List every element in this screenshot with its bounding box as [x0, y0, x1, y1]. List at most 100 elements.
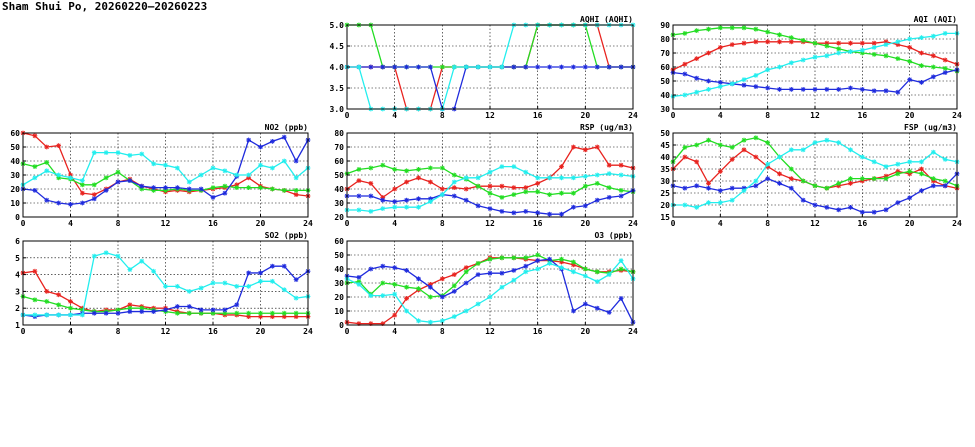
data-point [942, 70, 948, 75]
data-point [824, 185, 830, 191]
x-tick-label: 0 [21, 219, 26, 228]
data-point [56, 292, 62, 298]
y-tick-label: 0 [339, 321, 344, 330]
data-point [777, 32, 782, 38]
data-point [258, 162, 263, 168]
x-tick-label: 12 [810, 111, 820, 120]
data-point [741, 137, 747, 143]
y-tick-label: 35 [660, 165, 670, 174]
data-point [380, 197, 386, 203]
y-tick-label: 60 [660, 63, 670, 72]
data-point [547, 261, 552, 266]
data-point [871, 209, 877, 215]
y-tick-label: 40 [10, 157, 20, 166]
data-point [103, 310, 109, 316]
data-point [753, 135, 759, 141]
data-point [694, 89, 700, 95]
y-tick-label: 30 [334, 199, 344, 208]
data-point [222, 183, 228, 189]
data-point [930, 33, 936, 39]
data-point [765, 140, 771, 145]
data-point [824, 205, 830, 210]
data-point [895, 56, 901, 61]
x-tick-label: 24 [628, 219, 638, 228]
data-point [174, 304, 180, 309]
data-point [836, 46, 842, 52]
data-point [163, 307, 168, 313]
data-point [44, 299, 50, 304]
y-tick-label: 40 [660, 91, 670, 100]
data-point [930, 74, 936, 80]
data-point [582, 183, 588, 189]
data-point [729, 145, 735, 150]
data-point [523, 64, 529, 70]
data-point [404, 64, 409, 70]
data-point [115, 307, 121, 313]
data-point [859, 176, 865, 181]
data-point [368, 165, 374, 171]
data-point [729, 25, 735, 31]
x-tick-label: 0 [345, 219, 350, 228]
y-tick-label: 50 [660, 129, 670, 138]
y-tick-label: 50 [334, 171, 344, 180]
data-point [777, 181, 782, 186]
data-point [293, 314, 299, 319]
data-point [79, 190, 85, 196]
data-point [919, 171, 924, 177]
y-tick-label: 2 [15, 304, 20, 313]
data-point [871, 159, 877, 165]
data-point [404, 284, 409, 290]
data-point [416, 204, 421, 210]
rsp-chart: 0 4 8 12 16 20 24 20 30 40 50 60 70 80 RSP (ug/m3) [334, 123, 638, 228]
x-tick-label: 12 [485, 219, 495, 228]
data-point [606, 64, 612, 70]
data-point [694, 183, 700, 189]
x-tick-label: 4 [718, 219, 723, 228]
data-point [451, 179, 457, 185]
data-point [559, 164, 564, 169]
data-point [451, 185, 457, 190]
data-point [618, 162, 624, 168]
y-tick-label: 70 [660, 49, 670, 58]
y-tick-label: 20 [334, 293, 344, 302]
data-point [139, 258, 145, 264]
data-point [44, 312, 50, 318]
data-point [475, 203, 481, 209]
data-point [582, 203, 588, 209]
data-point [582, 273, 588, 279]
data-point [511, 255, 517, 261]
data-point [694, 75, 700, 81]
data-point [753, 154, 759, 160]
data-point [127, 153, 133, 158]
data-point [499, 64, 505, 70]
data-point [523, 185, 529, 190]
data-point [694, 56, 700, 61]
y-tick-label: 45 [660, 141, 670, 150]
data-point [32, 133, 38, 139]
data-point [356, 64, 362, 70]
data-point [222, 168, 228, 174]
data-point [234, 310, 240, 316]
data-point [68, 175, 73, 181]
data-point [210, 307, 216, 313]
x-tick-label: 0 [671, 111, 676, 120]
y-tick-label: 30 [334, 279, 344, 288]
data-point [511, 210, 517, 216]
data-point [79, 182, 85, 188]
y-tick-label: 15 [660, 213, 670, 222]
data-point [198, 285, 204, 291]
data-point [475, 301, 481, 307]
data-point [848, 176, 853, 181]
data-point [234, 302, 240, 308]
data-point [68, 202, 73, 207]
data-point [269, 314, 275, 319]
data-point [871, 52, 877, 57]
data-point [115, 179, 121, 185]
data-point [706, 181, 711, 186]
data-point [859, 154, 865, 160]
data-point [606, 162, 612, 168]
data-point [824, 137, 830, 143]
data-point [32, 175, 38, 181]
x-tick-label: 20 [581, 111, 591, 120]
data-point [475, 64, 481, 70]
